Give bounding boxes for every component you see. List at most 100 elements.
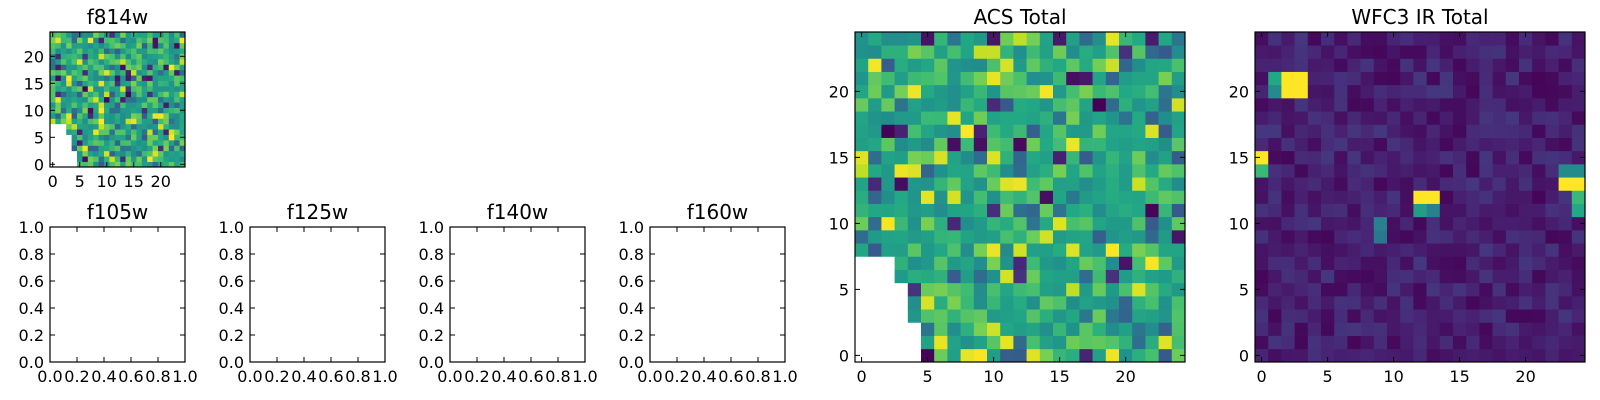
heatmap-cell xyxy=(87,156,94,162)
heatmap-cell xyxy=(1413,269,1427,284)
heatmap-cell xyxy=(1294,296,1309,310)
heatmap-cell xyxy=(158,64,164,71)
heatmap-cell xyxy=(147,123,153,130)
heatmap-cell xyxy=(1092,335,1107,350)
heatmap-cell xyxy=(1294,322,1309,336)
heatmap-cell xyxy=(1373,84,1388,99)
heatmap-cell xyxy=(1360,335,1375,350)
heatmap-cell xyxy=(141,129,148,135)
heatmap-cell xyxy=(1066,177,1080,191)
heatmap-cell xyxy=(1519,137,1533,152)
heatmap-cell xyxy=(1013,335,1027,350)
heatmap-cell xyxy=(1039,150,1054,165)
heatmap-cell xyxy=(1492,150,1507,165)
heatmap-cell xyxy=(168,59,175,65)
heatmap-cell xyxy=(921,256,935,270)
heatmap-cell xyxy=(179,150,186,157)
heatmap-cell xyxy=(1119,216,1133,231)
x-tick-label: 0 xyxy=(48,172,58,191)
heatmap-cell xyxy=(921,322,935,336)
heatmap-cell xyxy=(960,203,975,218)
heatmap-cell xyxy=(82,75,89,81)
heatmap-cell xyxy=(1268,190,1282,204)
heatmap-cell xyxy=(163,48,170,54)
heatmap-cell xyxy=(894,190,909,204)
heatmap-cell xyxy=(1039,322,1054,336)
heatmap-cell xyxy=(1558,45,1573,59)
heatmap-cell xyxy=(1281,269,1295,284)
heatmap-cell xyxy=(1453,45,1467,59)
heatmap-cell xyxy=(947,216,961,231)
heatmap-cell xyxy=(1132,348,1146,363)
heatmap-cell xyxy=(179,91,186,98)
heatmap-cell xyxy=(71,145,78,152)
heatmap-cell xyxy=(1013,190,1027,204)
heatmap-cell xyxy=(66,69,72,76)
heatmap-cell xyxy=(1092,111,1107,125)
heatmap-cells xyxy=(1255,32,1586,363)
heatmap-cell xyxy=(71,129,78,135)
heatmap-cell xyxy=(1519,216,1533,231)
heatmap-cell xyxy=(1255,256,1269,270)
heatmap-cell xyxy=(1268,203,1282,218)
heatmap-cell xyxy=(960,32,975,46)
heatmap-cell xyxy=(1373,322,1388,336)
heatmap-cell xyxy=(77,53,83,60)
heatmap-cell xyxy=(131,156,137,162)
heatmap-cell xyxy=(1039,216,1054,231)
heatmap-cell xyxy=(1039,203,1054,218)
heatmap-cell xyxy=(1453,32,1467,46)
heatmap-cell xyxy=(125,59,132,65)
heatmap-cell xyxy=(868,98,882,112)
heatmap-cell xyxy=(907,177,922,191)
heatmap-cell xyxy=(1426,296,1441,310)
panel-f105w: 0.0 0.2 0.4 0.6 0.8 1.00.00.20.40.60.81.0f105… xyxy=(19,200,198,386)
heatmap-cell xyxy=(152,42,159,49)
heatmap-cell xyxy=(1558,216,1573,231)
heatmap-cell xyxy=(1321,150,1335,165)
heatmap-cell xyxy=(109,37,116,44)
heatmap-cell xyxy=(1268,309,1282,323)
heatmap-cell xyxy=(109,156,116,162)
heatmap-cell xyxy=(1171,111,1186,125)
heatmap-cell xyxy=(1321,58,1335,72)
heatmap-cell xyxy=(152,32,159,38)
heatmap-cell xyxy=(120,75,126,81)
heatmap-cell xyxy=(147,140,153,146)
heatmap-cell xyxy=(1334,230,1348,244)
heatmap-cell xyxy=(1145,45,1159,59)
x-tick-label: 0.8 xyxy=(745,367,770,386)
heatmap-cell xyxy=(1453,282,1467,297)
heatmap-cell xyxy=(71,69,78,76)
heatmap-cell xyxy=(1039,177,1054,191)
heatmap-cell xyxy=(125,69,132,76)
heatmap-cell xyxy=(1000,32,1014,46)
heatmap-cell xyxy=(1400,230,1414,244)
heatmap-cell xyxy=(1334,58,1348,72)
heatmap-cell xyxy=(1466,216,1480,231)
heatmap-cell xyxy=(1053,137,1067,152)
heatmap-cell xyxy=(1321,335,1335,350)
chart-title: f105w xyxy=(87,200,149,224)
axes-frame xyxy=(1254,31,1586,363)
heatmap-cell xyxy=(907,137,922,152)
heatmap-cell xyxy=(1545,137,1559,152)
heatmap-cell xyxy=(1519,230,1533,244)
heatmap-cell xyxy=(1400,348,1414,363)
heatmap-cell xyxy=(87,96,94,103)
heatmap-cell xyxy=(987,348,1001,363)
heatmap-cell xyxy=(66,48,72,54)
heatmap-cell xyxy=(1426,177,1441,191)
y-tick-label: 0.4 xyxy=(219,299,244,318)
heatmap-cell xyxy=(71,107,78,114)
heatmap-cell xyxy=(894,230,909,244)
heatmap-cell xyxy=(881,190,895,204)
heatmap-cell xyxy=(1066,216,1080,231)
heatmap-cell xyxy=(1066,256,1080,270)
heatmap-cell xyxy=(1466,137,1480,152)
heatmap-cell xyxy=(1281,45,1295,59)
heatmap-cell xyxy=(960,98,975,112)
y-tick-label: 0.0 xyxy=(219,353,244,372)
heatmap-cell xyxy=(855,124,869,138)
